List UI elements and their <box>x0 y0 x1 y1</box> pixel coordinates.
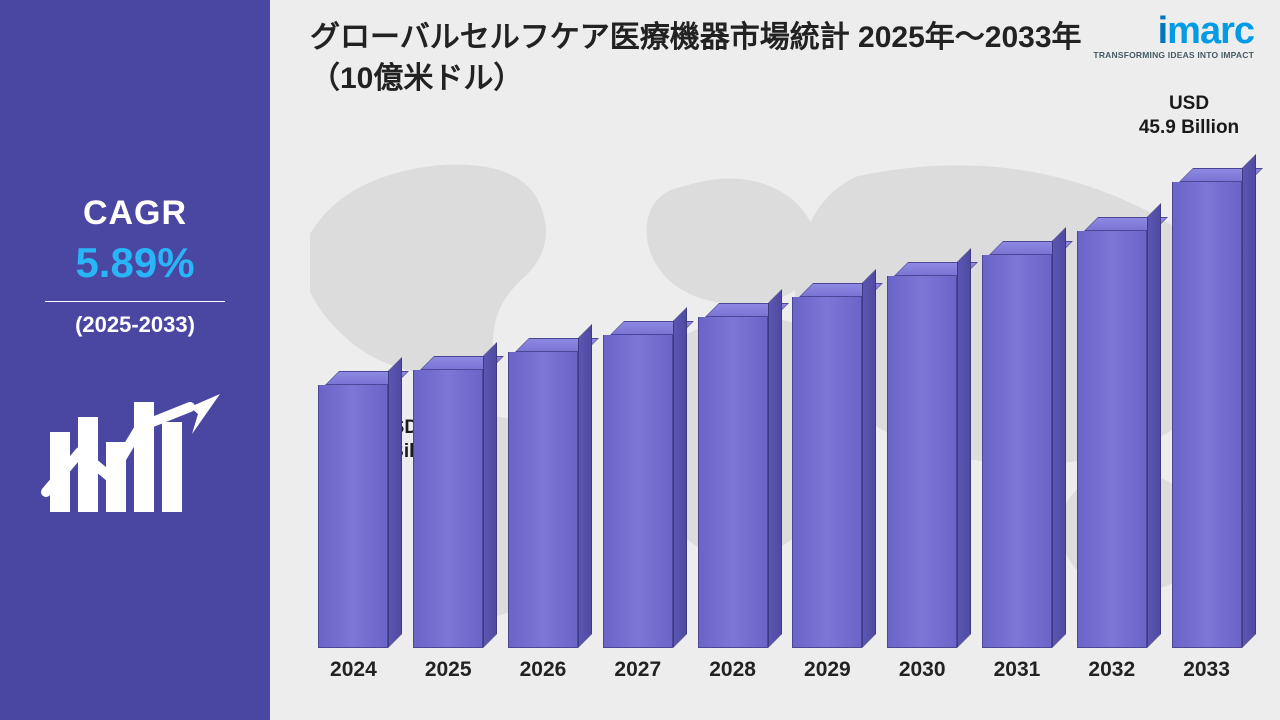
bar-col <box>689 317 776 648</box>
x-label: 2032 <box>1068 658 1155 682</box>
cagr-value: 5.89% <box>75 239 194 287</box>
bar-front-face <box>982 255 1052 648</box>
brand-logo: imarc <box>1093 14 1254 48</box>
bar-col <box>594 335 681 648</box>
bar-side-face <box>388 357 402 648</box>
root: CAGR 5.89% (2025-2033) グローバルセルフケア医療機器市場統… <box>0 0 1280 720</box>
bar-front-face <box>887 276 957 648</box>
bar-side-face <box>578 324 592 648</box>
bar-col <box>1068 231 1155 648</box>
bar-front-face <box>318 385 388 648</box>
bar-side-face <box>1242 154 1256 648</box>
bar <box>792 297 862 648</box>
bar-front-face <box>413 370 483 648</box>
bar <box>982 255 1052 648</box>
bar-side-face <box>1147 203 1161 648</box>
bar-front-face <box>1077 231 1147 648</box>
bar <box>603 335 673 648</box>
bar-front-face <box>1172 182 1242 648</box>
bar-chart: USD 25.9 Billion USD 45.9 Billion 202420… <box>310 120 1250 682</box>
x-axis-labels: 2024 2025 2026 2027 2028 2029 2030 2031 2032 2033 <box>310 658 1250 682</box>
bar <box>318 385 388 648</box>
x-label: 2033 <box>1163 658 1250 682</box>
x-label: 2029 <box>784 658 871 682</box>
x-label: 2028 <box>689 658 776 682</box>
x-label: 2030 <box>879 658 966 682</box>
page-title: グローバルセルフケア医療機器市場統計 2025年〜2033年（10億米ドル） <box>310 18 1090 99</box>
bar-front-face <box>508 352 578 648</box>
bar-col <box>310 385 397 648</box>
bar-col <box>1163 182 1250 648</box>
bar-front-face <box>603 335 673 648</box>
sidebar: CAGR 5.89% (2025-2033) <box>0 0 270 720</box>
value-label-line: USD <box>1124 92 1254 116</box>
x-label: 2025 <box>405 658 492 682</box>
bars-area <box>310 120 1250 648</box>
bar-side-face <box>1052 227 1066 648</box>
bar-front-face <box>792 297 862 648</box>
bar <box>1172 182 1242 648</box>
cagr-label: CAGR <box>83 194 187 233</box>
bar-side-face <box>768 289 782 648</box>
bar-front-face <box>698 317 768 648</box>
bar-side-face <box>483 342 497 648</box>
bar-col <box>879 276 966 648</box>
bar <box>413 370 483 648</box>
x-label: 2027 <box>594 658 681 682</box>
bar <box>698 317 768 648</box>
bar <box>508 352 578 648</box>
cagr-divider <box>45 301 225 302</box>
bar-side-face <box>862 269 876 648</box>
bar-col <box>405 370 492 648</box>
main-panel: グローバルセルフケア医療機器市場統計 2025年〜2033年（10億米ドル） i… <box>270 0 1280 720</box>
bar <box>887 276 957 648</box>
brand-tagline: TRANSFORMING IDEAS INTO IMPACT <box>1093 50 1254 60</box>
bar-side-face <box>957 248 971 648</box>
bar-col <box>500 352 587 648</box>
bar-col <box>784 297 871 648</box>
growth-chart-icon <box>40 372 230 527</box>
x-label: 2031 <box>974 658 1061 682</box>
x-label: 2024 <box>310 658 397 682</box>
bar <box>1077 231 1147 648</box>
x-label: 2026 <box>500 658 587 682</box>
bar-col <box>974 255 1061 648</box>
cagr-period: (2025-2033) <box>75 312 195 338</box>
bar-side-face <box>673 307 687 648</box>
brand-block: imarc TRANSFORMING IDEAS INTO IMPACT <box>1093 14 1254 60</box>
